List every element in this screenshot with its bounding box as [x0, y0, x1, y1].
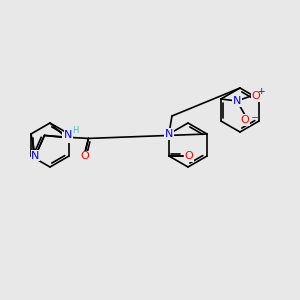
Text: N: N [165, 129, 173, 139]
Text: O: O [241, 115, 249, 125]
Text: +: + [257, 88, 265, 97]
Text: O: O [80, 152, 89, 161]
Text: N: N [233, 96, 241, 106]
Text: H: H [72, 126, 79, 135]
Text: N: N [64, 130, 73, 140]
Text: S: S [63, 133, 70, 143]
Text: O: O [252, 91, 260, 101]
Text: −: − [250, 113, 259, 123]
Text: O: O [184, 151, 193, 161]
Text: N: N [31, 151, 40, 160]
